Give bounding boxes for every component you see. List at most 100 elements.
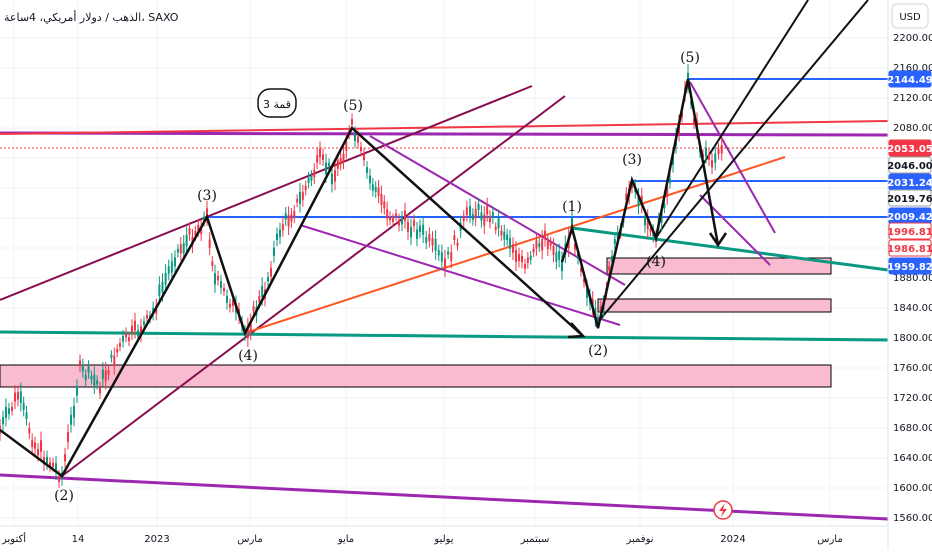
candle-body (128, 337, 130, 342)
candle-body (720, 144, 723, 154)
candle-body (354, 133, 356, 141)
candle-body (301, 191, 304, 200)
candle-body (90, 375, 93, 380)
candle-body (345, 141, 348, 151)
candle-body (203, 216, 206, 222)
price-tag: 1959.82 (887, 262, 932, 273)
candle-body (87, 366, 90, 373)
candle-body (521, 255, 523, 263)
candle-body (717, 148, 720, 154)
candle-body (246, 326, 249, 339)
candle-body (287, 215, 290, 227)
x-tick-label: نوفمبر (625, 534, 653, 545)
x-tick-label: 14 (72, 534, 85, 545)
candle-body (447, 251, 450, 255)
candle-body (22, 402, 25, 410)
candle-body (714, 153, 717, 163)
candle-body (325, 162, 327, 175)
teal-support-line (0, 330, 889, 342)
wave-label: (2) (588, 343, 608, 359)
x-tick-label: مايو (337, 534, 354, 545)
candle-body (131, 325, 133, 334)
price-axis[interactable]: 1560.00 1600.00 1640.00 1680.00 1720.00 1760.… (887, 0, 932, 550)
candle-body (334, 170, 336, 182)
level-lines (0, 78, 889, 218)
candle-body (693, 118, 695, 124)
currency-button[interactable]: USD (891, 3, 929, 29)
y-tick-label: 2120.00 (893, 93, 932, 104)
candle-body (552, 245, 555, 255)
candle-body (143, 321, 145, 325)
candle-body (471, 214, 474, 220)
x-tick-label: يوليو (433, 534, 453, 545)
candle-body (185, 234, 188, 246)
candle-body (79, 360, 81, 367)
candle-body (270, 268, 272, 277)
annotation-text: قمة 3 (263, 98, 291, 111)
candle-body (46, 456, 48, 464)
candle-body (440, 252, 443, 262)
candle-body (43, 457, 45, 465)
candle-body (407, 221, 409, 232)
wave-path-secondary (560, 78, 720, 329)
candle-body (583, 278, 585, 283)
lightning-icon[interactable] (713, 500, 733, 520)
candle-body (500, 230, 503, 236)
candle-body (437, 250, 440, 256)
candle-body (125, 332, 127, 338)
candle-body (541, 238, 544, 251)
candle-body (506, 234, 509, 241)
candle-body (597, 318, 599, 324)
candle-body (164, 272, 167, 285)
dark-red-channel-lower (61, 95, 566, 477)
price-tag: 2046.00 (887, 161, 932, 172)
candle-body (25, 412, 28, 420)
candle-body (477, 203, 480, 210)
candle-body (428, 233, 431, 241)
y-tick-label: 1560.00 (893, 513, 932, 524)
candle-body (223, 288, 225, 292)
candle-body (167, 266, 170, 274)
dark-red-channel-upper (0, 85, 533, 301)
candle-body (425, 236, 428, 244)
candle-body (489, 216, 491, 223)
candle-body (363, 154, 365, 161)
candle-body (410, 226, 412, 238)
candle-body (284, 213, 287, 220)
price-tag: 2019.76 (887, 194, 932, 205)
black-channel-2 (655, 0, 809, 239)
candle-body (422, 224, 425, 235)
candle-body (336, 160, 339, 169)
x-tick-label: سبتمبر (520, 534, 550, 545)
candle-body (67, 432, 69, 442)
candle-body (646, 217, 649, 229)
wave-label: (5) (343, 98, 363, 114)
candle-body (11, 407, 13, 411)
price-tag: 2053.05 (887, 144, 932, 155)
candle-body (535, 240, 538, 249)
candle-body (122, 335, 124, 342)
candle-body (174, 257, 176, 267)
candle-body (374, 186, 377, 193)
candle-body (19, 391, 22, 403)
price-tag-bg (888, 239, 932, 257)
candle-body (503, 231, 506, 240)
y-tick-label: 1880.00 (893, 273, 932, 284)
candle-body (561, 259, 563, 272)
candle-body (416, 229, 418, 239)
price-tag-bg (888, 222, 932, 240)
candle-body (8, 408, 10, 415)
annotation-box[interactable]: قمة 3 (257, 88, 297, 118)
candle-body (299, 191, 301, 204)
wave-labels: (2) (3) (4) (5) (1) (2) (3) (4) (5) (54, 50, 700, 504)
candle-body (188, 228, 191, 235)
time-axis[interactable]: أكتوبر 14 2023 مارس مايو يوليو سبتمبر نوفمبر 202… (0, 525, 888, 545)
candle-body (616, 231, 619, 239)
candle-body (261, 285, 264, 298)
candle-body (518, 254, 520, 262)
candle-body (339, 157, 342, 165)
candle-body (444, 258, 446, 269)
candle-body (96, 380, 99, 385)
